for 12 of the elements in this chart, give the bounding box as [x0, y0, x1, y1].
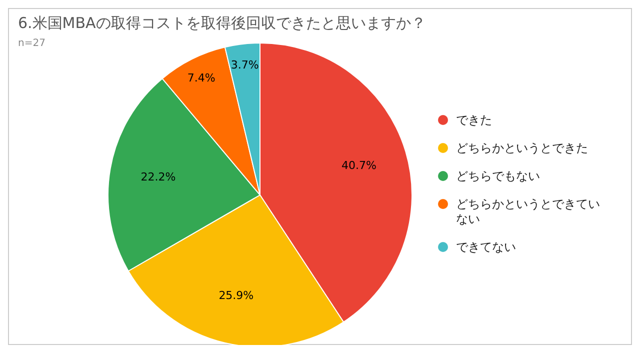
chart-title: 6.米国MBAの取得コストを取得後回収できたと思いますか？ [18, 14, 426, 32]
legend-label: できた [456, 113, 492, 127]
legend-label: どちらかというとできていない [456, 197, 600, 226]
chart-subtitle: n=27 [18, 38, 46, 49]
legend-label: どちらでもない [456, 169, 540, 183]
data-label: 25.9% [218, 289, 254, 302]
data-label: 40.7% [342, 158, 376, 172]
legend-label: どちらかというとできた [456, 141, 588, 155]
legend-label: できてない [456, 240, 516, 254]
data-label: 3.7% [230, 58, 259, 72]
data-label: 22.2% [140, 170, 176, 184]
data-label: 7.4% [187, 72, 216, 85]
